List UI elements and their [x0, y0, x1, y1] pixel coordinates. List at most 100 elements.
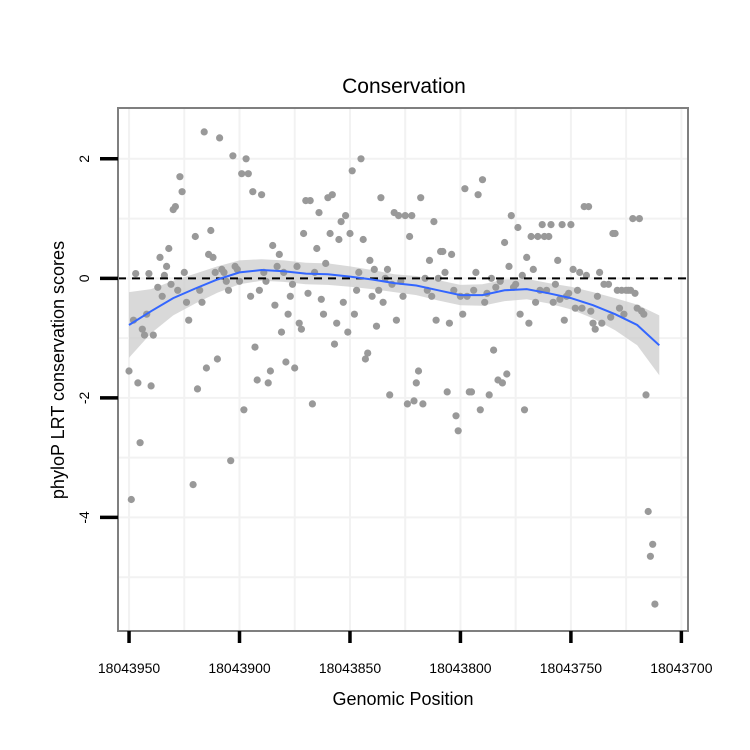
data-point	[165, 244, 173, 253]
data-point	[138, 325, 146, 333]
data-point	[651, 600, 659, 608]
data-point	[505, 262, 513, 270]
data-point	[565, 289, 573, 297]
data-point	[291, 364, 299, 372]
data-point	[408, 212, 416, 220]
data-point	[525, 319, 533, 327]
data-point	[445, 319, 453, 327]
data-point	[361, 355, 369, 363]
data-point	[573, 286, 582, 294]
data-point	[198, 298, 206, 306]
data-point	[419, 400, 427, 408]
data-point	[275, 250, 283, 258]
panel-border	[117, 107, 689, 632]
data-point	[235, 277, 244, 285]
data-point	[255, 286, 263, 294]
data-point	[300, 229, 308, 238]
data-point	[571, 304, 579, 312]
data-point	[587, 307, 595, 315]
data-point	[293, 262, 301, 270]
data-point	[207, 226, 215, 235]
data-point	[132, 270, 140, 278]
data-point	[399, 292, 407, 300]
data-point	[167, 280, 175, 288]
data-point	[220, 268, 228, 276]
data-point	[262, 277, 270, 285]
data-point	[379, 298, 387, 306]
data-point	[642, 391, 650, 399]
data-point	[507, 212, 515, 220]
data-point	[428, 292, 436, 300]
data-point	[578, 304, 586, 312]
data-point	[163, 262, 171, 270]
data-point	[640, 310, 648, 318]
data-point	[242, 155, 250, 163]
data-point	[395, 212, 403, 220]
y-tick-label: -2	[76, 391, 92, 404]
data-point	[414, 367, 423, 375]
data-point	[421, 274, 429, 282]
data-point	[370, 265, 378, 273]
data-point	[516, 310, 524, 318]
data-point	[202, 364, 210, 372]
data-point	[644, 507, 652, 516]
data-point	[140, 331, 149, 339]
data-point	[273, 262, 281, 270]
data-point	[333, 319, 341, 327]
data-point	[523, 253, 531, 261]
data-point	[178, 188, 186, 196]
data-point	[478, 176, 487, 184]
data-point	[454, 427, 462, 435]
data-point	[253, 376, 261, 384]
data-point	[191, 232, 199, 241]
data-point	[412, 379, 420, 387]
data-point	[554, 256, 562, 264]
smooth-line	[128, 268, 660, 347]
data-points	[125, 128, 659, 608]
data-point	[589, 319, 597, 327]
data-point	[366, 256, 374, 264]
data-point	[629, 215, 637, 223]
data-point	[311, 268, 319, 276]
data-point	[247, 292, 255, 300]
data-point	[620, 310, 628, 318]
data-point	[604, 280, 613, 288]
data-point	[615, 304, 624, 312]
data-point	[229, 152, 237, 160]
data-point	[136, 439, 144, 447]
data-point	[286, 292, 294, 300]
confidence-ribbon-layer	[129, 259, 660, 376]
data-point	[295, 319, 303, 327]
data-point	[496, 277, 504, 285]
data-point	[514, 223, 522, 232]
data-point	[238, 170, 246, 178]
data-point	[244, 170, 252, 178]
data-point	[342, 212, 350, 220]
data-point	[534, 232, 542, 241]
data-point	[598, 319, 606, 327]
data-point	[556, 295, 564, 303]
data-point	[145, 270, 153, 278]
data-point	[160, 271, 168, 279]
data-point	[189, 481, 197, 489]
data-point	[567, 221, 575, 229]
data-point	[417, 194, 425, 202]
data-point	[591, 325, 599, 333]
data-point	[337, 218, 345, 226]
data-point	[297, 325, 305, 333]
data-point	[569, 265, 577, 273]
data-point	[593, 292, 602, 300]
data-point	[649, 540, 657, 548]
data-point	[512, 280, 520, 288]
data-point	[547, 221, 555, 229]
data-point	[372, 322, 381, 330]
data-point	[441, 268, 449, 276]
data-point	[193, 385, 202, 393]
data-point	[518, 271, 526, 279]
data-point	[158, 292, 166, 300]
data-point	[182, 298, 191, 306]
smooth-line-layer	[128, 268, 660, 347]
x-tick-label: 18043900	[208, 660, 271, 676]
data-point	[503, 370, 511, 378]
data-point	[386, 391, 394, 399]
